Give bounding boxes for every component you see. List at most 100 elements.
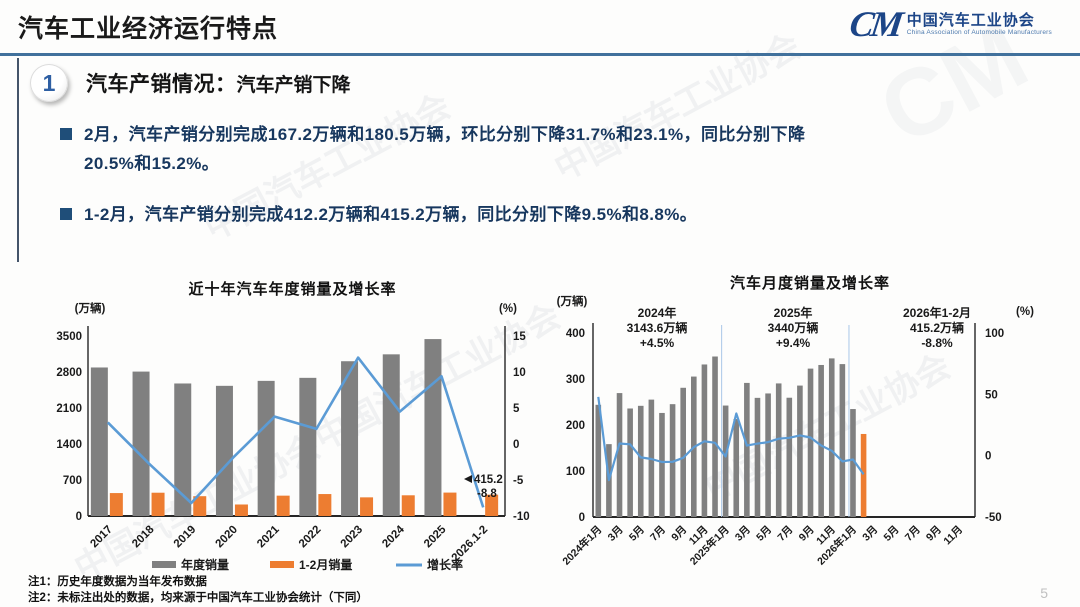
monthly-sales-bar [680,387,686,517]
section-heading-main: 汽车产销情况： [86,73,237,96]
x-axis-tick: 5月 [627,524,647,544]
x-axis-tick: 2024年1月 [560,523,605,568]
right-axis-tick: 0 [513,439,519,451]
monthly-sales-bar [807,368,814,517]
chart-annotation: 2026年1-2月 [903,305,971,320]
x-axis-tick: 2020 [213,524,240,551]
chart-annotation: 3440万辆 [768,320,819,335]
monthly-sales-bar [722,405,729,517]
x-axis-tick: 7月 [903,524,923,544]
bullet-text: 2月，汽车产销分别完成167.2万辆和180.5万辆，环比分别下降31.7%和2… [84,125,806,174]
x-axis-tick: 2018 [130,523,157,550]
chart-title: 近十年汽车年度销量及增长率 [188,281,397,298]
chart-annotation: 415.2万辆 [910,320,964,335]
right-axis-tick: -10 [513,511,530,523]
page-title: 汽车工业经济运行特点 [18,15,279,43]
monthly-sales-bar [754,397,761,517]
annual-sales-bar [299,377,317,516]
chart-annotation: 3143.6万辆 [627,320,688,335]
right-axis-unit-label: (%) [1016,306,1034,318]
list-item: 2月，汽车产销分别完成167.2万辆和180.5万辆，环比分别下降31.7%和2… [60,120,810,178]
caam-logo-mark-icon: CM [846,4,903,44]
annual-sales-bar [215,385,233,516]
left-axis-tick: 2800 [56,367,82,379]
right-axis-tick: 50 [985,389,998,401]
x-axis-tick: 3月 [860,524,880,544]
page-number: 5 [1040,585,1048,601]
footnote: 注2：未标注出处的数据，均来源于中国汽车工业协会统计（下同） [28,591,368,604]
legend-label: 1-2月销量 [299,557,352,572]
annual-sales-bar [341,361,359,516]
chart-annotation: -8.8% [921,336,953,350]
jan-feb-sales-bar [485,494,499,516]
monthly-sales-bar [850,409,856,517]
annual-sales-bar [174,383,192,516]
section-header: 1 汽车产销情况：汽车产销下降 [30,64,351,102]
monthly-sales-bar [765,393,771,517]
x-axis-tick: 5月 [881,524,901,544]
jan-feb-sales-bar [193,496,207,516]
left-axis-tick: 300 [566,374,585,386]
monthly-sales-bar [595,404,602,517]
x-axis-tick: 9月 [924,524,944,544]
annual-sales-bar [90,367,108,516]
left-axis-unit-label: (万辆) [75,301,106,315]
legend-swatch-annual [152,561,176,568]
x-axis-tick: 9月 [797,524,817,544]
monthly-sales-bar [616,393,623,517]
annual-sales-bar [382,354,400,516]
x-axis-tick: 2024 [380,523,407,550]
logo-org-name-en: China Association of Automobile Manufact… [906,28,1052,36]
x-axis-tick: 2021 [255,523,282,550]
jan-feb-sales-bar [360,497,374,516]
data-label-growth: -8.8 [477,488,497,500]
x-axis-tick: 9月 [669,524,689,544]
jan-feb-sales-bar [276,495,290,516]
right-axis-tick: 100 [985,328,1004,340]
caam-logo-text: 中国汽车工业协会 China Association of Automobile… [907,12,1052,37]
footnote: 注1：历史年度数据为当年发布数据 [28,576,207,588]
monthly-sales-bar [786,397,793,517]
x-axis-tick: 3月 [606,524,626,544]
monthly-sales-bar [669,404,676,517]
right-axis-tick: 10 [513,367,526,379]
bullet-list: 2月，汽车产销分别完成167.2万辆和180.5万辆，环比分别下降31.7%和2… [60,120,810,252]
jan-feb-sales-bar [318,494,332,516]
section-heading-sub: 汽车产销下降 [236,75,351,96]
chart-annotation: 2024年 [638,305,677,320]
right-axis-unit-label: (%) [499,303,517,315]
section-heading: 汽车产销情况：汽车产销下降 [86,68,351,98]
x-axis-tick: 2025 [422,523,449,550]
left-axis-tick: 2100 [56,403,82,415]
monthly-sales-bar-current [860,433,867,517]
section-number-badge: 1 [30,64,68,102]
chart-annotation: 2025年 [774,305,813,320]
x-axis-tick: 7月 [648,524,668,544]
list-item: 1-2月，汽车产销分别完成412.2万辆和415.2万辆，同比分别下降9.5%和… [60,200,810,229]
x-axis-tick: 3月 [733,524,753,544]
monthly-sales-bar [818,364,824,517]
square-bullet-icon [60,128,72,140]
right-axis-tick: 15 [513,331,526,343]
x-axis-tick: 5月 [754,524,774,544]
x-axis-tick: 2022 [297,524,324,551]
chart-annotation: +9.4% [776,336,811,350]
monthly-sales-bar [828,358,835,517]
left-axis-tick: 1400 [56,439,82,451]
annual-sales-chart: 近十年汽车年度销量及增长率 (万辆) (%) 3500 2800 2100 1400 700… [40,278,545,586]
chart-annotation: +4.5% [640,336,675,350]
monthly-sales-bar [659,412,665,517]
jan-feb-sales-bar [109,493,123,516]
jan-feb-sales-bar [151,492,165,516]
left-axis-tick: 0 [579,512,585,524]
square-bullet-icon [60,208,72,221]
left-axis-tick: 400 [566,328,585,340]
caam-logo: CM 中国汽车工业协会 China Association of Automob… [846,4,1052,44]
monthly-sales-bar [744,382,750,517]
jan-feb-sales-bar [443,492,457,516]
jan-feb-sales-bar [401,495,415,516]
data-label-sales: 415.2 [474,474,503,486]
monthly-sales-bar [775,383,782,517]
legend-label: 年度销量 [181,557,229,572]
